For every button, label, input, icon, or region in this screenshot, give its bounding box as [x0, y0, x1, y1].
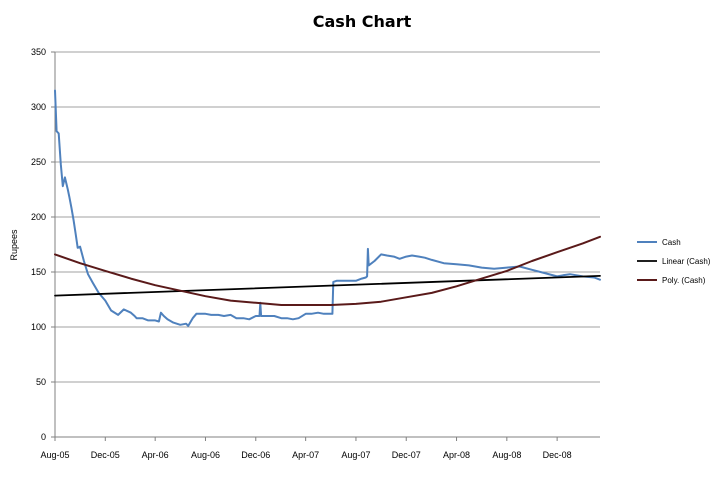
- linear-trendline: [54, 274, 601, 297]
- x-tick-label: Apr-07: [292, 450, 319, 460]
- x-tick-label: Aug-06: [191, 450, 220, 460]
- y-tick-label: 100: [31, 322, 46, 332]
- x-tick-label: Aug-07: [341, 450, 370, 460]
- x-axis-ticks: Aug-05 Dec-05 Apr-06 Aug-06 Dec-06 Apr-07 Aug-…: [40, 437, 572, 460]
- gridlines: [55, 51, 600, 383]
- x-tick-label: Dec-07: [392, 450, 421, 460]
- y-tick-label: 300: [31, 102, 46, 112]
- chart-title: Cash Chart: [313, 12, 412, 31]
- legend-label: Cash: [662, 238, 681, 247]
- x-tick-label: Dec-08: [543, 450, 572, 460]
- legend-item: Poly. (Cash): [637, 276, 706, 285]
- y-tick-label: 150: [31, 267, 46, 277]
- y-tick-label: 350: [31, 47, 46, 57]
- y-axis-ticks: 0 50 100 150 200 250 300 350: [31, 47, 55, 442]
- legend-label: Linear (Cash): [662, 257, 711, 266]
- cash-series-line: [54, 89, 601, 327]
- y-tick-label: 200: [31, 212, 46, 222]
- x-tick-label: Dec-05: [91, 450, 120, 460]
- x-tick-label: Apr-06: [142, 450, 169, 460]
- x-tick-label: Aug-08: [492, 450, 521, 460]
- x-tick-label: Aug-05: [40, 450, 69, 460]
- x-tick-label: Apr-08: [443, 450, 470, 460]
- y-axis-label: Rupees: [9, 229, 19, 261]
- x-tick-label: Dec-06: [241, 450, 270, 460]
- legend-label: Poly. (Cash): [662, 276, 706, 285]
- y-tick-label: 50: [36, 377, 46, 387]
- y-tick-label: 250: [31, 157, 46, 167]
- plot-frame: [54, 52, 600, 438]
- chart-legend: Cash Linear (Cash) Poly. (Cash): [637, 238, 711, 285]
- series-lines: [54, 89, 601, 327]
- legend-item: Cash: [637, 238, 681, 247]
- legend-item: Linear (Cash): [637, 257, 711, 266]
- y-tick-label: 0: [41, 432, 46, 442]
- poly-trendline: [54, 235, 601, 306]
